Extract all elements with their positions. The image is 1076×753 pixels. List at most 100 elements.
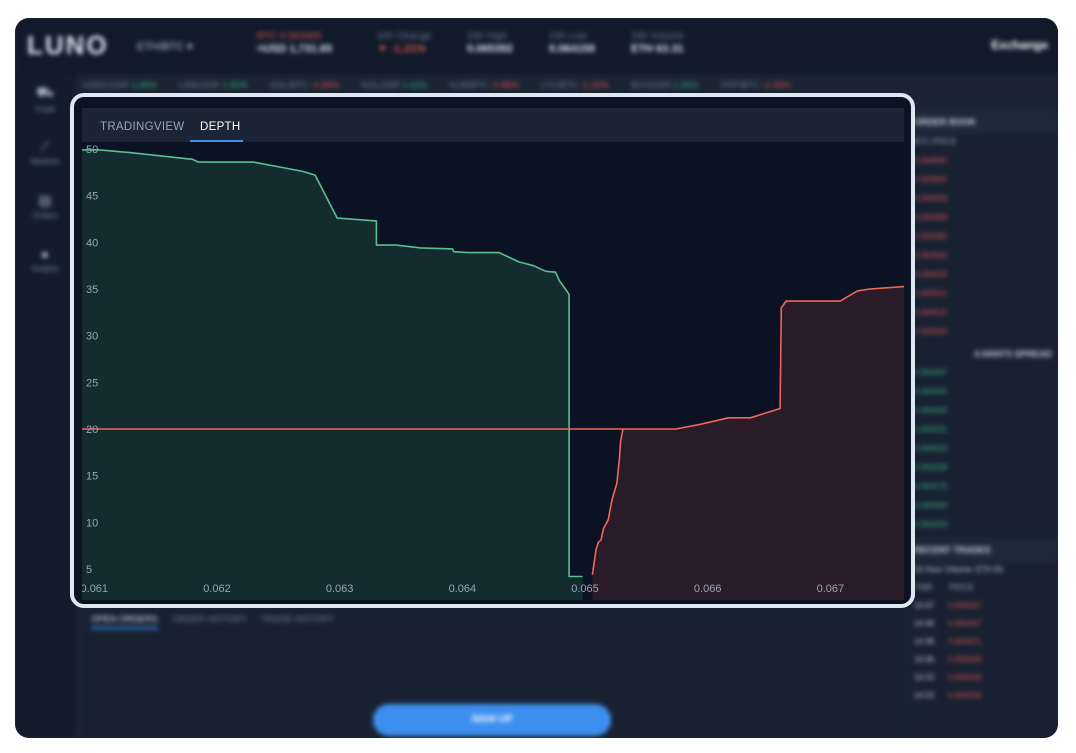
volume-stat: 24h Volume ETH 63.31: [631, 30, 684, 56]
trade-price: 0.064336: [948, 691, 982, 700]
order-book-row[interactable]: 0.064582: [914, 232, 948, 241]
trade-time: 14:47: [914, 601, 935, 610]
x-tick-label: 0.067: [817, 583, 845, 595]
markets-icon: ⟋: [40, 138, 50, 154]
nav-insights-label: Insights: [31, 264, 59, 273]
y-tick-label: 25: [86, 377, 98, 389]
order-book-column: BTC PRICE: [914, 137, 957, 146]
low-label: 24h Low: [549, 31, 587, 42]
tab-trade-history[interactable]: TRADE HISTORY: [261, 614, 334, 624]
price-stat: BTC 0.064465 ≈USD 1,731.65: [257, 30, 332, 56]
order-book-row[interactable]: 0.064589: [914, 213, 948, 222]
recent-trades-header: TIME PRICE: [908, 580, 1058, 598]
price-btc: BTC 0.064465: [257, 31, 322, 42]
ticker-change: -0.88%: [490, 80, 520, 90]
tab-order-history[interactable]: ORDER HISTORY: [172, 614, 247, 624]
y-tick-label: 15: [86, 471, 98, 483]
order-book-asks: 0.064663 0.064602 0.064593 0.064589 0.064582…: [908, 153, 1058, 343]
order-book-row[interactable]: 0.064254: [914, 520, 948, 529]
ticker-item[interactable]: XLM/BTC -0.88%: [449, 80, 519, 90]
ticker-change: 1.05%: [672, 80, 699, 90]
insights-icon: ●: [40, 246, 50, 262]
trade-price: 0.064339: [948, 673, 982, 682]
order-book-row[interactable]: 0.064519: [914, 308, 948, 317]
ticker-item[interactable]: XRP/BTC -2.39%: [720, 80, 790, 90]
order-book-row[interactable]: 0.064521: [914, 289, 948, 298]
trade-row: 14:23 0.064336: [908, 688, 1058, 706]
trade-row: 14:46 0.064447: [908, 616, 1058, 634]
trade-price: 0.064421: [948, 637, 982, 646]
depth-chart[interactable]: 5 10 15 20 25 30 35 40 45 50 0.061 0.062 0.063 0.064 0…: [82, 142, 904, 600]
ticker-change: 1.46%: [131, 80, 158, 90]
order-book-row[interactable]: 0.064319: [914, 444, 948, 453]
nav-orders[interactable]: ▤ Orders: [15, 192, 75, 220]
signup-button[interactable]: SIGN UP: [373, 704, 611, 736]
trade-time: 14:23: [914, 673, 935, 682]
ticker-pair: USDC/ZAR: [83, 80, 132, 90]
ticker-pair: LINK/ZAR: [179, 80, 223, 90]
trade-time: 14:38: [914, 637, 935, 646]
order-book-row[interactable]: 0.064260: [914, 501, 948, 510]
trade-row: 14:23 0.064339: [908, 670, 1058, 688]
price-usd: ≈USD 1,731.65: [257, 43, 333, 55]
ticker-item[interactable]: SOL/BTC -4.36%: [270, 80, 340, 90]
ticker-change: -2.39%: [762, 80, 791, 90]
nav-markets[interactable]: ⟋ Markets: [15, 138, 75, 166]
x-tick-label: 0.061: [82, 583, 108, 595]
order-book-row[interactable]: 0.064593: [914, 194, 948, 203]
trade-time: 14:23: [914, 691, 935, 700]
recent-trades-title: RECENT TRADES: [908, 538, 1058, 562]
y-tick-label: 20: [86, 424, 98, 436]
luno-logo[interactable]: LUNO: [27, 30, 109, 60]
order-book-row[interactable]: 0.064562: [914, 251, 948, 260]
order-book-row[interactable]: 0.064493: [914, 327, 948, 336]
trade-row: 14:47 0.064447: [908, 598, 1058, 616]
high-value: 0.065392: [467, 43, 513, 55]
ticker-item[interactable]: USDC/ZAR 1.46%: [83, 80, 157, 90]
order-book-row[interactable]: 0.064275: [914, 482, 948, 491]
change-label: 24h Change: [377, 31, 432, 42]
tab-open-orders[interactable]: OPEN ORDERS: [91, 614, 158, 629]
y-tick-label: 35: [86, 284, 98, 296]
orders-tabs: OPEN ORDERS ORDER HISTORY TRADE HISTORY: [83, 608, 903, 630]
ticker-pair: SOL/ZAR: [361, 80, 403, 90]
order-book-row[interactable]: 0.064331: [914, 425, 948, 434]
trade-price: 0.064447: [948, 601, 982, 610]
order-book-row[interactable]: 0.064602: [914, 175, 948, 184]
trade-row: 14:38 0.064421: [908, 634, 1058, 652]
nav-trade[interactable]: ⛟ Trade: [15, 84, 75, 114]
pair-selector[interactable]: ETH/BTC ▾: [137, 41, 193, 53]
order-book-row[interactable]: 0.064663: [914, 156, 948, 165]
blurred-background: LUNO ETH/BTC ▾ BTC 0.064465 ≈USD 1,731.6…: [15, 18, 1058, 738]
trade-icon: ⛟: [36, 84, 54, 100]
trade-price: 0.064447: [948, 619, 982, 628]
volume-label: 24h Volume: [631, 31, 684, 42]
order-book-title: ORDER BOOK: [908, 110, 1058, 134]
ticker-item[interactable]: LINK/ZAR 1.90%: [179, 80, 248, 90]
order-book-row[interactable]: 0.064432: [914, 406, 948, 415]
y-tick-label: 30: [86, 331, 98, 343]
change-stat: 24h Change ▼ -1.21%: [377, 30, 432, 56]
nav-markets-label: Markets: [30, 157, 60, 166]
order-book-row[interactable]: 0.064440: [914, 387, 948, 396]
ticker-item[interactable]: SOL/ZAR 1.11%: [361, 80, 427, 90]
nav-insights[interactable]: ● Insights: [15, 246, 75, 273]
tab-depth[interactable]: DEPTH: [200, 121, 241, 133]
recent-trades-rows: 14:47 0.064447 14:46 0.064447 14:38 0.064421 1…: [908, 598, 1058, 706]
order-book-row[interactable]: 0.064555: [914, 270, 948, 279]
y-tick-label: 40: [86, 237, 98, 249]
trade-row: 14:36 0.064439: [908, 652, 1058, 670]
ticker-item[interactable]: BCH/ZAR 1.05%: [631, 80, 699, 90]
nav-orders-label: Orders: [32, 211, 58, 220]
order-book-row[interactable]: 0.064308: [914, 463, 948, 472]
y-tick-label: 45: [86, 191, 98, 203]
x-tick-label: 0.064: [449, 583, 477, 595]
exchange-link[interactable]: Exchange: [991, 38, 1048, 52]
ticker-pair: XRP/BTC: [720, 80, 762, 90]
ticker-pair: BCH/ZAR: [630, 80, 673, 90]
order-book-row[interactable]: 0.064447: [914, 368, 948, 377]
ticker-item[interactable]: LTC/BTC -1.22%: [541, 80, 609, 90]
orders-icon: ▤: [38, 192, 52, 208]
ask-depth-area: [82, 261, 904, 600]
tab-tradingview[interactable]: TRADINGVIEW: [100, 121, 185, 133]
